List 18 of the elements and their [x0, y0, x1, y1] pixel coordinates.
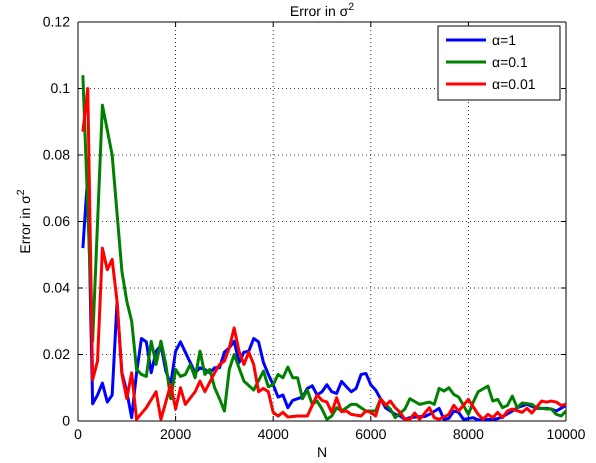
x-tick-label: 8000: [452, 426, 484, 442]
y-tick-label: 0.12: [42, 13, 70, 30]
x-tick-label: 0: [74, 426, 82, 442]
legend-label: α=0.01: [492, 76, 536, 92]
y-tick-label: 0.04: [42, 279, 70, 296]
y-tick-label: 0.06: [42, 212, 70, 229]
y-tick-label: 0.1: [50, 80, 70, 96]
y-tick-label: 0.02: [42, 346, 70, 362]
x-tick-label: 2000: [160, 426, 192, 442]
legend-label: α=0.1: [492, 54, 528, 70]
y-tick-label: 0: [62, 412, 70, 428]
x-tick-label: 4000: [258, 426, 289, 442]
chart-title: Error in σ$^{2}$: [290, 1, 354, 19]
x-axis-title: N: [316, 444, 328, 460]
y-tick-label: 0.08: [42, 146, 70, 162]
x-tick-label: 6000: [355, 426, 387, 442]
x-tick-label: 10000: [546, 426, 586, 442]
legend-label: α=1: [492, 32, 516, 48]
